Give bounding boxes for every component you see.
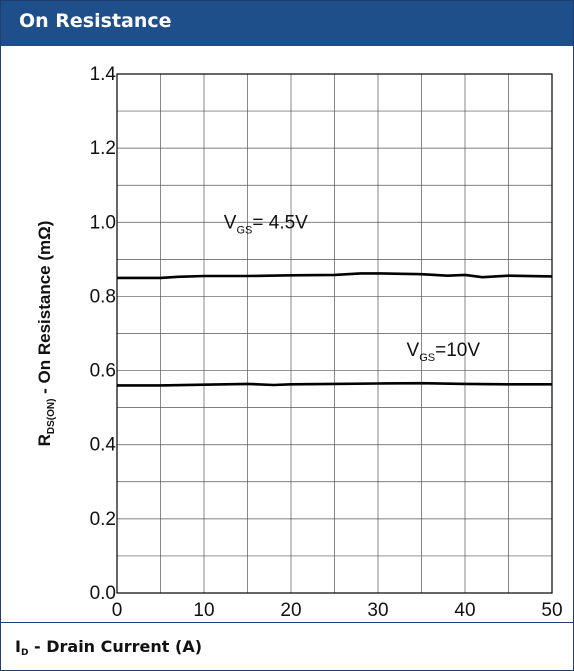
series-line-0 bbox=[117, 272, 553, 280]
x-tick-label: 30 bbox=[367, 600, 388, 621]
plot-border bbox=[116, 73, 553, 594]
chart-svg: 0.0 0.2 0.4 0.6 0.8 1.0 1.2 1.4 0 10 20 30 40 50 VGS… bbox=[35, 64, 563, 621]
series-line-1 bbox=[117, 381, 552, 387]
header-bar: On Resistance bbox=[1, 1, 573, 46]
chart-area: 0.0 0.2 0.4 0.6 0.8 1.0 1.2 1.4 0 10 20 30 40 50 VGS… bbox=[1, 46, 573, 623]
y-tick-label: 0.2 bbox=[90, 509, 116, 530]
xlabel-rest: - Drain Current (A) bbox=[28, 637, 203, 656]
ylabel-rest: - On Resistance (mΩ) bbox=[35, 221, 54, 399]
y-tick-label: 0.8 bbox=[90, 286, 116, 307]
svg-text:RDS(ON) - On Resistance (mΩ): RDS(ON) - On Resistance (mΩ) bbox=[35, 221, 57, 447]
ylabel-sub: DS(ON) bbox=[46, 399, 57, 435]
y-tick-label: 1.2 bbox=[90, 138, 116, 159]
y-tick-label: 1.4 bbox=[90, 64, 117, 85]
xlabel-main: I bbox=[15, 637, 21, 656]
series-label-1: VGS=10V bbox=[407, 340, 481, 364]
x-axis-label: ID - Drain Current (A) bbox=[15, 637, 202, 658]
x-tick-label: 0 bbox=[112, 600, 123, 621]
x-tick-labels: 0 10 20 30 40 50 bbox=[112, 600, 563, 621]
series-lines bbox=[117, 272, 553, 387]
x-tick-label: 10 bbox=[193, 600, 214, 621]
y-tick-label: 1.0 bbox=[90, 212, 116, 233]
grid bbox=[117, 74, 552, 593]
y-tick-label: 0.0 bbox=[90, 583, 116, 604]
y-tick-labels: 0.0 0.2 0.4 0.6 0.8 1.0 1.2 1.4 bbox=[90, 64, 117, 604]
x-tick-label: 40 bbox=[454, 600, 475, 621]
y-axis-label: RDS(ON) - On Resistance (mΩ) bbox=[35, 221, 57, 447]
xlabel-sub: D bbox=[20, 648, 29, 658]
ylabel-main: R bbox=[35, 434, 54, 446]
x-tick-label: 50 bbox=[541, 600, 562, 621]
x-tick-label: 20 bbox=[280, 600, 301, 621]
series-label-0: VGS= 4.5V bbox=[224, 212, 308, 236]
y-tick-label: 0.4 bbox=[90, 435, 117, 456]
chart-title: On Resistance bbox=[19, 10, 172, 32]
y-tick-label: 0.6 bbox=[90, 361, 116, 382]
series-annotations: VGS= 4.5V VGS=10V bbox=[224, 212, 481, 364]
